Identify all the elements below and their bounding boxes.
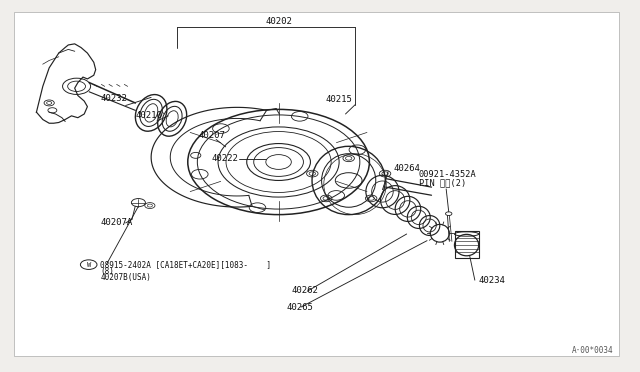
Text: PIN ピン(2): PIN ピン(2) — [419, 179, 466, 187]
Text: 40207A: 40207A — [100, 218, 132, 227]
Text: 40215: 40215 — [325, 95, 352, 104]
Text: 08915-2402A [CA18ET+CA20E][1083-    ]: 08915-2402A [CA18ET+CA20E][1083- ] — [100, 260, 271, 269]
Text: 40265: 40265 — [287, 302, 314, 312]
Text: 40207B(USA): 40207B(USA) — [100, 273, 151, 282]
Text: 40232: 40232 — [100, 94, 127, 103]
Text: 40264: 40264 — [394, 164, 420, 173]
Text: 00921-4352A: 00921-4352A — [419, 170, 477, 179]
Text: 40222: 40222 — [212, 154, 239, 163]
Text: 40210: 40210 — [135, 111, 162, 121]
Text: 40234: 40234 — [478, 276, 505, 285]
Text: 40262: 40262 — [291, 286, 318, 295]
Text: 40202: 40202 — [265, 17, 292, 26]
Text: W: W — [86, 262, 91, 267]
Bar — [455, 231, 479, 258]
Text: A·00*0034: A·00*0034 — [572, 346, 613, 355]
Text: 40207: 40207 — [199, 131, 226, 140]
Text: (8): (8) — [100, 267, 114, 276]
